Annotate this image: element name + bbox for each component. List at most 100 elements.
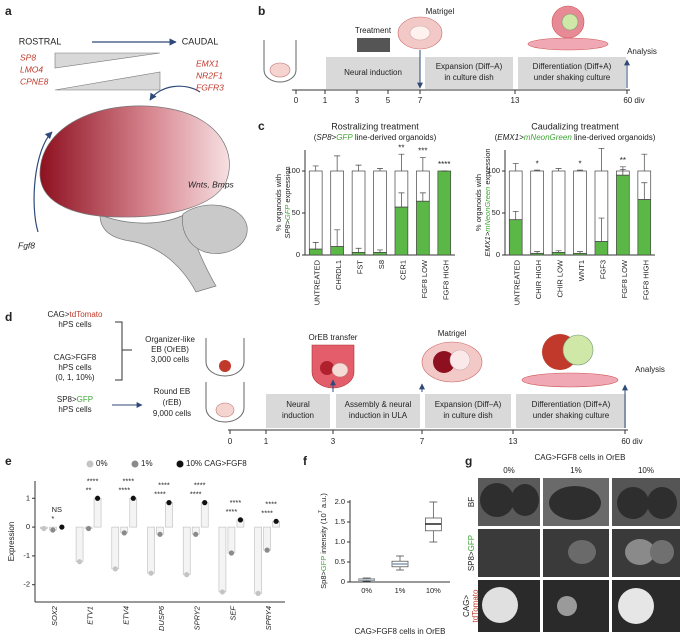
image <box>478 529 540 577</box>
reb <box>215 402 235 418</box>
bar <box>218 526 227 593</box>
error-bar <box>355 164 362 171</box>
timeline-label: 7 <box>418 96 423 105</box>
bar <box>200 502 209 528</box>
dot <box>193 531 199 537</box>
organoid <box>562 334 594 366</box>
organoid <box>409 25 431 41</box>
row-label-part: SP8> <box>467 551 476 571</box>
dot <box>184 572 190 578</box>
bar-segment <box>551 252 566 256</box>
stage-box <box>516 394 626 428</box>
y-tick-label: -2 <box>23 580 30 589</box>
error-bar <box>598 217 605 242</box>
chart-subtitle: (EMX1>mNeonGreen line-derived organoids) <box>495 133 656 142</box>
error-bar <box>641 153 648 171</box>
dot <box>202 500 208 506</box>
y-axis-label: EMX1>mNeonGreen expression <box>483 148 492 256</box>
gene: NR2F1 <box>196 70 223 80</box>
y-tick-label: 1.5 <box>335 517 345 526</box>
dot <box>166 500 172 506</box>
dot <box>219 589 226 595</box>
chart-subtitle-part: SP8> <box>316 133 336 142</box>
y-axis-label: % organoids with <box>274 174 283 231</box>
dot <box>228 550 235 556</box>
chart-subtitle-part: line-derived organoids) <box>572 133 656 142</box>
significance: **** <box>438 160 450 169</box>
image-blob <box>482 587 518 623</box>
image-blob <box>618 588 654 624</box>
bar <box>93 497 102 528</box>
y-axis-label-part: Sp8> <box>319 571 328 589</box>
dot <box>94 495 101 501</box>
oreb <box>219 360 231 372</box>
chart-subtitle-part: line-derived organoids) <box>353 133 437 142</box>
significance: **** <box>265 499 277 508</box>
bar <box>75 526 84 562</box>
label: Round EB <box>154 387 190 396</box>
error-bar <box>598 147 605 171</box>
x-tick-label: SPRY4 <box>264 606 273 630</box>
label: hPS cells <box>58 405 91 414</box>
x-tick-label: WNT1 <box>577 260 586 281</box>
chart-subtitle-part: mNeonGreen <box>524 133 573 142</box>
x-tick-label: FGF8 LOW <box>620 259 629 298</box>
label-part: tdTomato <box>70 310 103 319</box>
bar-segment <box>594 241 609 256</box>
y-tick-label: 0 <box>296 250 300 259</box>
significance: **** <box>261 508 273 517</box>
y-tick-label: 1 <box>26 493 30 502</box>
significance: * <box>578 159 581 168</box>
bar-segment <box>373 252 387 256</box>
y-axis-label-part: GFP <box>283 205 292 220</box>
reb <box>331 362 349 378</box>
organoid <box>433 351 455 373</box>
x-tick-label: S8 <box>377 260 386 269</box>
x-tick-label: CHIR HIGH <box>534 260 543 299</box>
row-label: SP8>GFP <box>467 535 476 571</box>
timeline-label: 1 <box>264 437 269 446</box>
label: 1% <box>570 466 582 475</box>
label: induction in ULA <box>349 411 408 420</box>
eb <box>269 62 291 78</box>
gene: CPNE8 <box>20 76 49 86</box>
label: CAG>FGF8 <box>54 353 97 362</box>
label: Expansion (Diff–A) <box>436 62 503 71</box>
bar-segment <box>530 170 544 254</box>
chart-title: Rostralizing treatment <box>331 121 419 131</box>
chart-title: Caudalizing treatment <box>531 121 619 131</box>
error-bar <box>555 250 562 253</box>
significance: **** <box>190 490 202 499</box>
error-bar <box>334 155 341 171</box>
significance: **** <box>194 481 206 490</box>
bar-segment <box>616 174 630 256</box>
label: 3,000 cells <box>151 355 189 364</box>
image-blob <box>549 486 601 520</box>
x-tick-label: ETV4 <box>121 606 130 625</box>
oreb <box>320 361 334 375</box>
bar <box>165 502 173 528</box>
label: 10% <box>638 466 654 475</box>
x-axis-label: CAG>FGF8 cells in OrEB <box>355 627 446 636</box>
row-label-part: tdTomato <box>471 589 480 622</box>
error-bar <box>534 251 541 254</box>
row-label: BF <box>467 497 476 507</box>
timeline-label: 1 <box>323 96 328 105</box>
stage-box <box>425 57 513 89</box>
row-label: tdTomato <box>471 589 480 622</box>
timeline-label: 3 <box>355 96 360 105</box>
x-tick-label: CHRDL1 <box>334 260 343 290</box>
bar-segment <box>308 170 323 250</box>
chart-subtitle-part: GFP <box>336 133 353 142</box>
chart-subtitle-part: ( <box>314 133 317 142</box>
panel-label: g <box>465 454 472 468</box>
timeline-label: 7 <box>420 437 425 446</box>
significance: NS <box>52 505 62 514</box>
bar <box>227 526 236 554</box>
row-label-part: GFP <box>467 535 476 551</box>
bar-segment <box>573 170 587 254</box>
significance: **** <box>154 490 166 499</box>
cortex <box>39 105 230 218</box>
x-tick-label: UNTREATED <box>513 259 522 305</box>
bar-segment <box>437 170 452 256</box>
